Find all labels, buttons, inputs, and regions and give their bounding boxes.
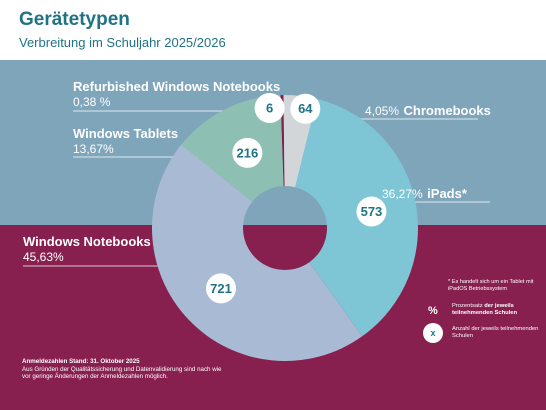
label-notebooks: Windows Notebooks 45,63%: [23, 234, 151, 265]
count-label-notebooks: 721: [210, 281, 232, 296]
slice-ipads: [295, 98, 418, 337]
slice-notebooks: [151, 144, 363, 362]
count-badge-tablets: [232, 137, 263, 168]
label-ipads: 36,27% iPads*: [382, 185, 467, 203]
label-refurbished-name: Refurbished Windows Notebooks: [73, 79, 281, 94]
legend-count-text: Anzahl der jeweils teilnehmenden Schulen: [452, 326, 539, 340]
label-notebooks-name: Windows Notebooks: [23, 234, 151, 249]
count-label-tablets: 216: [237, 145, 259, 160]
data-status-date: Anmeldezahlen Stand: 31. Oktober 2025: [22, 358, 140, 365]
chart-title: Gerätetypen: [19, 9, 130, 30]
slice-refurbished: [280, 95, 285, 187]
label-chromebooks-name: Chromebooks: [403, 103, 491, 118]
count-label-ipads: 573: [361, 204, 383, 219]
legend-percent-text: Prozentsatz der jeweils teilnehmenden Sc…: [452, 303, 542, 317]
label-tablets-name: Windows Tablets: [73, 126, 179, 141]
data-status-text: Aus Gründen der Qualitätssicherung und D…: [22, 365, 222, 381]
label-ipads-pct: 36,27%: [382, 187, 423, 201]
label-chromebooks-pct: 4,05%: [365, 104, 400, 118]
chart-subtitle: Verbreitung im Schuljahr 2025/2026: [19, 35, 226, 50]
label-refurbished: Refurbished Windows Notebooks 0,38 %: [73, 79, 280, 110]
label-tablets: Windows Tablets 13,67%: [73, 126, 178, 157]
label-refurbished-pct: 0,38 %: [73, 95, 111, 109]
ipad-footnote: * Es handelt sich um ein Tablet mit iPad…: [448, 279, 534, 292]
label-notebooks-pct: 45,63%: [23, 250, 64, 264]
percent-symbol-icon: %: [428, 305, 438, 317]
count-badge-chromebooks: [290, 93, 321, 124]
data-status-note: Anmeldezahlen Stand: 31. Oktober 2025 Au…: [22, 358, 222, 381]
header: Gerätetypen Verbreitung im Schuljahr 202…: [0, 0, 546, 60]
count-label-refurbished: 6: [266, 100, 273, 115]
legend-percent-label: Prozentsatz: [452, 303, 483, 309]
count-badge-refurbished: [254, 92, 285, 123]
label-ipads-name: iPads*: [427, 186, 467, 201]
slice-tablets: [181, 95, 284, 202]
label-chromebooks: 4,05% Chromebooks: [365, 102, 491, 120]
count-badge-notebooks: [206, 273, 237, 304]
legend-percent-label-bold: der jeweils teilnehmenden Schulen: [452, 303, 518, 317]
label-tablets-pct: 13,67%: [73, 142, 114, 156]
count-badge-ipads: [356, 196, 387, 227]
count-circle-icon: x: [423, 323, 443, 343]
count-label-chromebooks: 64: [298, 101, 313, 116]
